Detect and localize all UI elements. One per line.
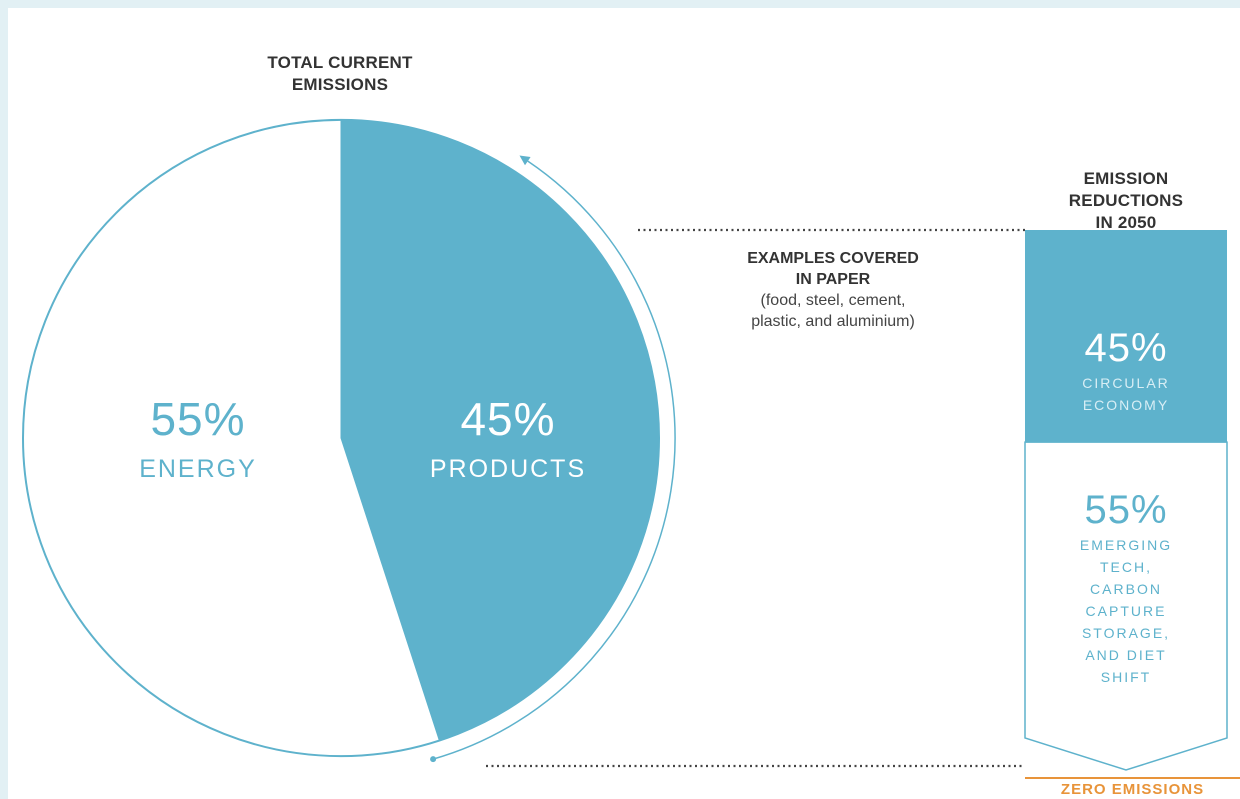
curved-arrow-icon [432, 160, 676, 760]
energy-label: ENERGY [139, 455, 257, 483]
annotation-line-1: EXAMPLES COVERED [747, 250, 919, 267]
emerging-label-line-2: TECH, [1100, 559, 1152, 575]
reduction-bar-emerging-tech [1024, 441, 1228, 771]
emerging-label-line-1: EMERGING [1079, 537, 1173, 553]
reductions-title-line-2: REDUCTIONS [1068, 191, 1184, 210]
circular-economy-label: CIRCULAR ECONOMY [1025, 372, 1227, 416]
emerging-label-line-7: SHIFT [1100, 669, 1152, 685]
products-percent: 45% [460, 393, 556, 445]
emerging-label-line-5: STORAGE, [1081, 625, 1171, 641]
reductions-title-line-1: EMISSION [1083, 169, 1169, 188]
pie-title: TOTAL CURRENT EMISSIONS [230, 52, 450, 96]
pie-title-line-2: EMISSIONS [291, 75, 389, 94]
emerging-label-line-6: AND DIET [1085, 647, 1167, 663]
arrow-head-icon [519, 155, 531, 166]
pie-slice-products [340, 119, 660, 742]
circular-economy-percent: 45% [1084, 326, 1168, 370]
pie-title-line-1: TOTAL CURRENT [267, 53, 413, 72]
emerging-label-line-4: CAPTURE [1085, 603, 1167, 619]
zero-emissions-label: ZERO EMISSIONS [1060, 781, 1205, 798]
annotation-line-3: (food, steel, cement, [760, 292, 906, 309]
chart-canvas [22, 119, 1240, 779]
emerging-label-line-3: CARBON [1090, 581, 1162, 597]
energy-percent: 55% [150, 393, 246, 445]
emerging-tech-label: EMERGING TECH, CARBON CAPTURE STORAGE, A… [1025, 534, 1227, 688]
products-label: PRODUCTS [429, 455, 587, 483]
annotation-line-2: IN PAPER [795, 271, 871, 288]
reductions-title-line-3: IN 2050 [1095, 213, 1157, 232]
reduction-bar-circular-economy [1025, 230, 1227, 443]
emerging-tech-percent: 55% [1084, 488, 1168, 532]
reductions-title: EMISSION REDUCTIONS IN 2050 [1020, 168, 1232, 234]
circular-label-line-2: ECONOMY [1082, 397, 1170, 413]
examples-annotation: EXAMPLES COVERED IN PAPER (food, steel, … [688, 248, 978, 332]
circular-label-line-1: CIRCULAR [1082, 375, 1170, 391]
arrow-tail-dot [430, 756, 437, 763]
annotation-line-4: plastic, and aluminium) [751, 313, 915, 330]
infographic: TOTAL CURRENT EMISSIONS 55% ENERGY 45% P… [8, 8, 1240, 799]
